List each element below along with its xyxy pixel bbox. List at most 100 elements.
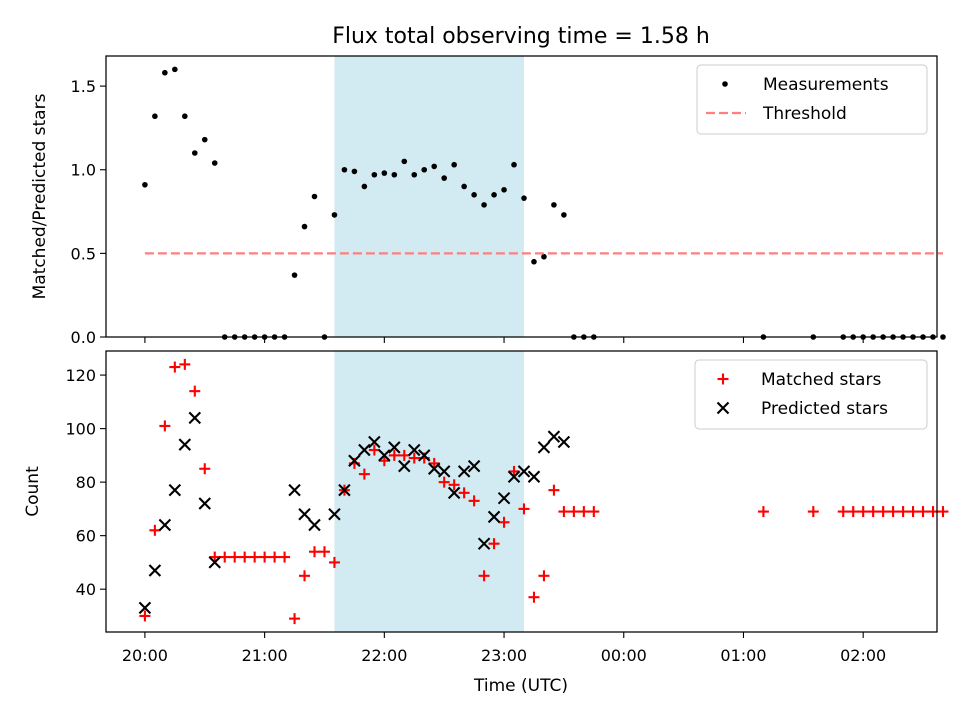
data-point [328,508,341,521]
data-point [391,171,398,178]
data-point [308,518,321,532]
data-point [341,166,348,173]
data-point [172,66,178,73]
data-point [168,483,182,497]
data-point [421,166,428,173]
x-axis-label: Time (UTC) [473,676,568,696]
data-point [507,470,521,484]
data-point [467,459,481,473]
data-point [368,435,381,449]
data-point [518,503,530,515]
data-point [318,546,330,558]
data-point [189,385,201,397]
data-point [857,506,869,518]
data-point [447,486,461,500]
data-point [538,570,550,582]
data-point [408,452,420,464]
data-point [511,161,517,168]
data-point [301,223,308,230]
data-point [358,443,371,457]
data-point [279,551,291,563]
data-point [411,171,418,178]
legend-marker [722,81,728,87]
data-point [159,420,171,432]
data-point [388,449,400,461]
data-point [219,551,231,563]
data-point [837,506,849,518]
data-point [169,361,181,373]
data-point [561,212,567,218]
data-point [291,272,298,278]
data-point [477,537,491,550]
data-point [940,334,946,340]
ratio-y-ticks: 0.0 0.5 1.0 1.5 [71,77,106,347]
data-point [162,69,168,76]
legend-marker [717,373,729,385]
y-tick-label: 100 [65,420,96,439]
data-point [807,506,819,518]
data-point [468,495,480,507]
data-point [428,457,440,469]
ratio-marks [142,66,946,340]
data-point [358,468,370,480]
data-point [481,202,487,208]
ratio-panel: 0.0 0.5 1.0 1.5 Matched/Predicted stars Mea… [30,55,946,347]
data-point [191,150,198,156]
y-tick-label: 0.0 [71,328,96,347]
data-point [917,506,929,518]
data-point [491,192,497,198]
ratio-panel-frame [105,55,938,338]
data-point [229,551,241,563]
count-x-ticks: 20:00 21:00 22:00 23:00 00:00 01:00 02:00 [122,632,886,665]
x-tick-label: 02:00 [840,646,886,665]
data-point [179,358,191,370]
data-point [541,253,547,260]
data-point [757,506,769,518]
data-point [471,192,477,198]
data-point [328,556,340,568]
data-point [139,610,151,622]
y-tick-label: 120 [65,366,96,385]
data-point [547,430,561,443]
data-point [338,483,351,497]
data-point [311,193,318,200]
count-legend: Matched stars Predicted stars [694,359,928,430]
y-tick-label: 1.5 [71,77,96,96]
data-point [198,497,212,510]
data-point [378,455,390,467]
count-panel-frame [105,350,938,633]
data-point [398,459,411,473]
data-point [907,506,919,518]
data-point [548,484,560,496]
legend-box [694,359,928,430]
data-point [501,187,507,193]
data-point [521,195,527,201]
y-tick-label: 0.5 [71,244,96,263]
data-point [417,449,431,462]
data-point [148,564,162,577]
x-tick-label: 21:00 [242,646,288,665]
data-point [578,506,590,518]
data-point [361,183,368,190]
data-point [937,506,949,518]
data-point [381,170,388,176]
data-point [388,441,401,454]
data-point [371,171,378,178]
data-point [182,113,188,120]
legend-label: Matched stars [761,370,881,390]
data-point [497,491,511,505]
data-point [331,212,338,218]
data-point [398,449,410,461]
data-point [269,551,281,563]
data-point [211,160,218,166]
x-tick-label: 01:00 [720,646,766,665]
legend-box [696,64,928,135]
data-point [488,538,500,550]
data-point [368,444,380,456]
data-point [401,158,408,165]
y-tick-label: 1.0 [71,161,96,180]
data-point [487,510,501,524]
y-tick-label: 80 [76,473,96,492]
data-point [299,570,311,582]
